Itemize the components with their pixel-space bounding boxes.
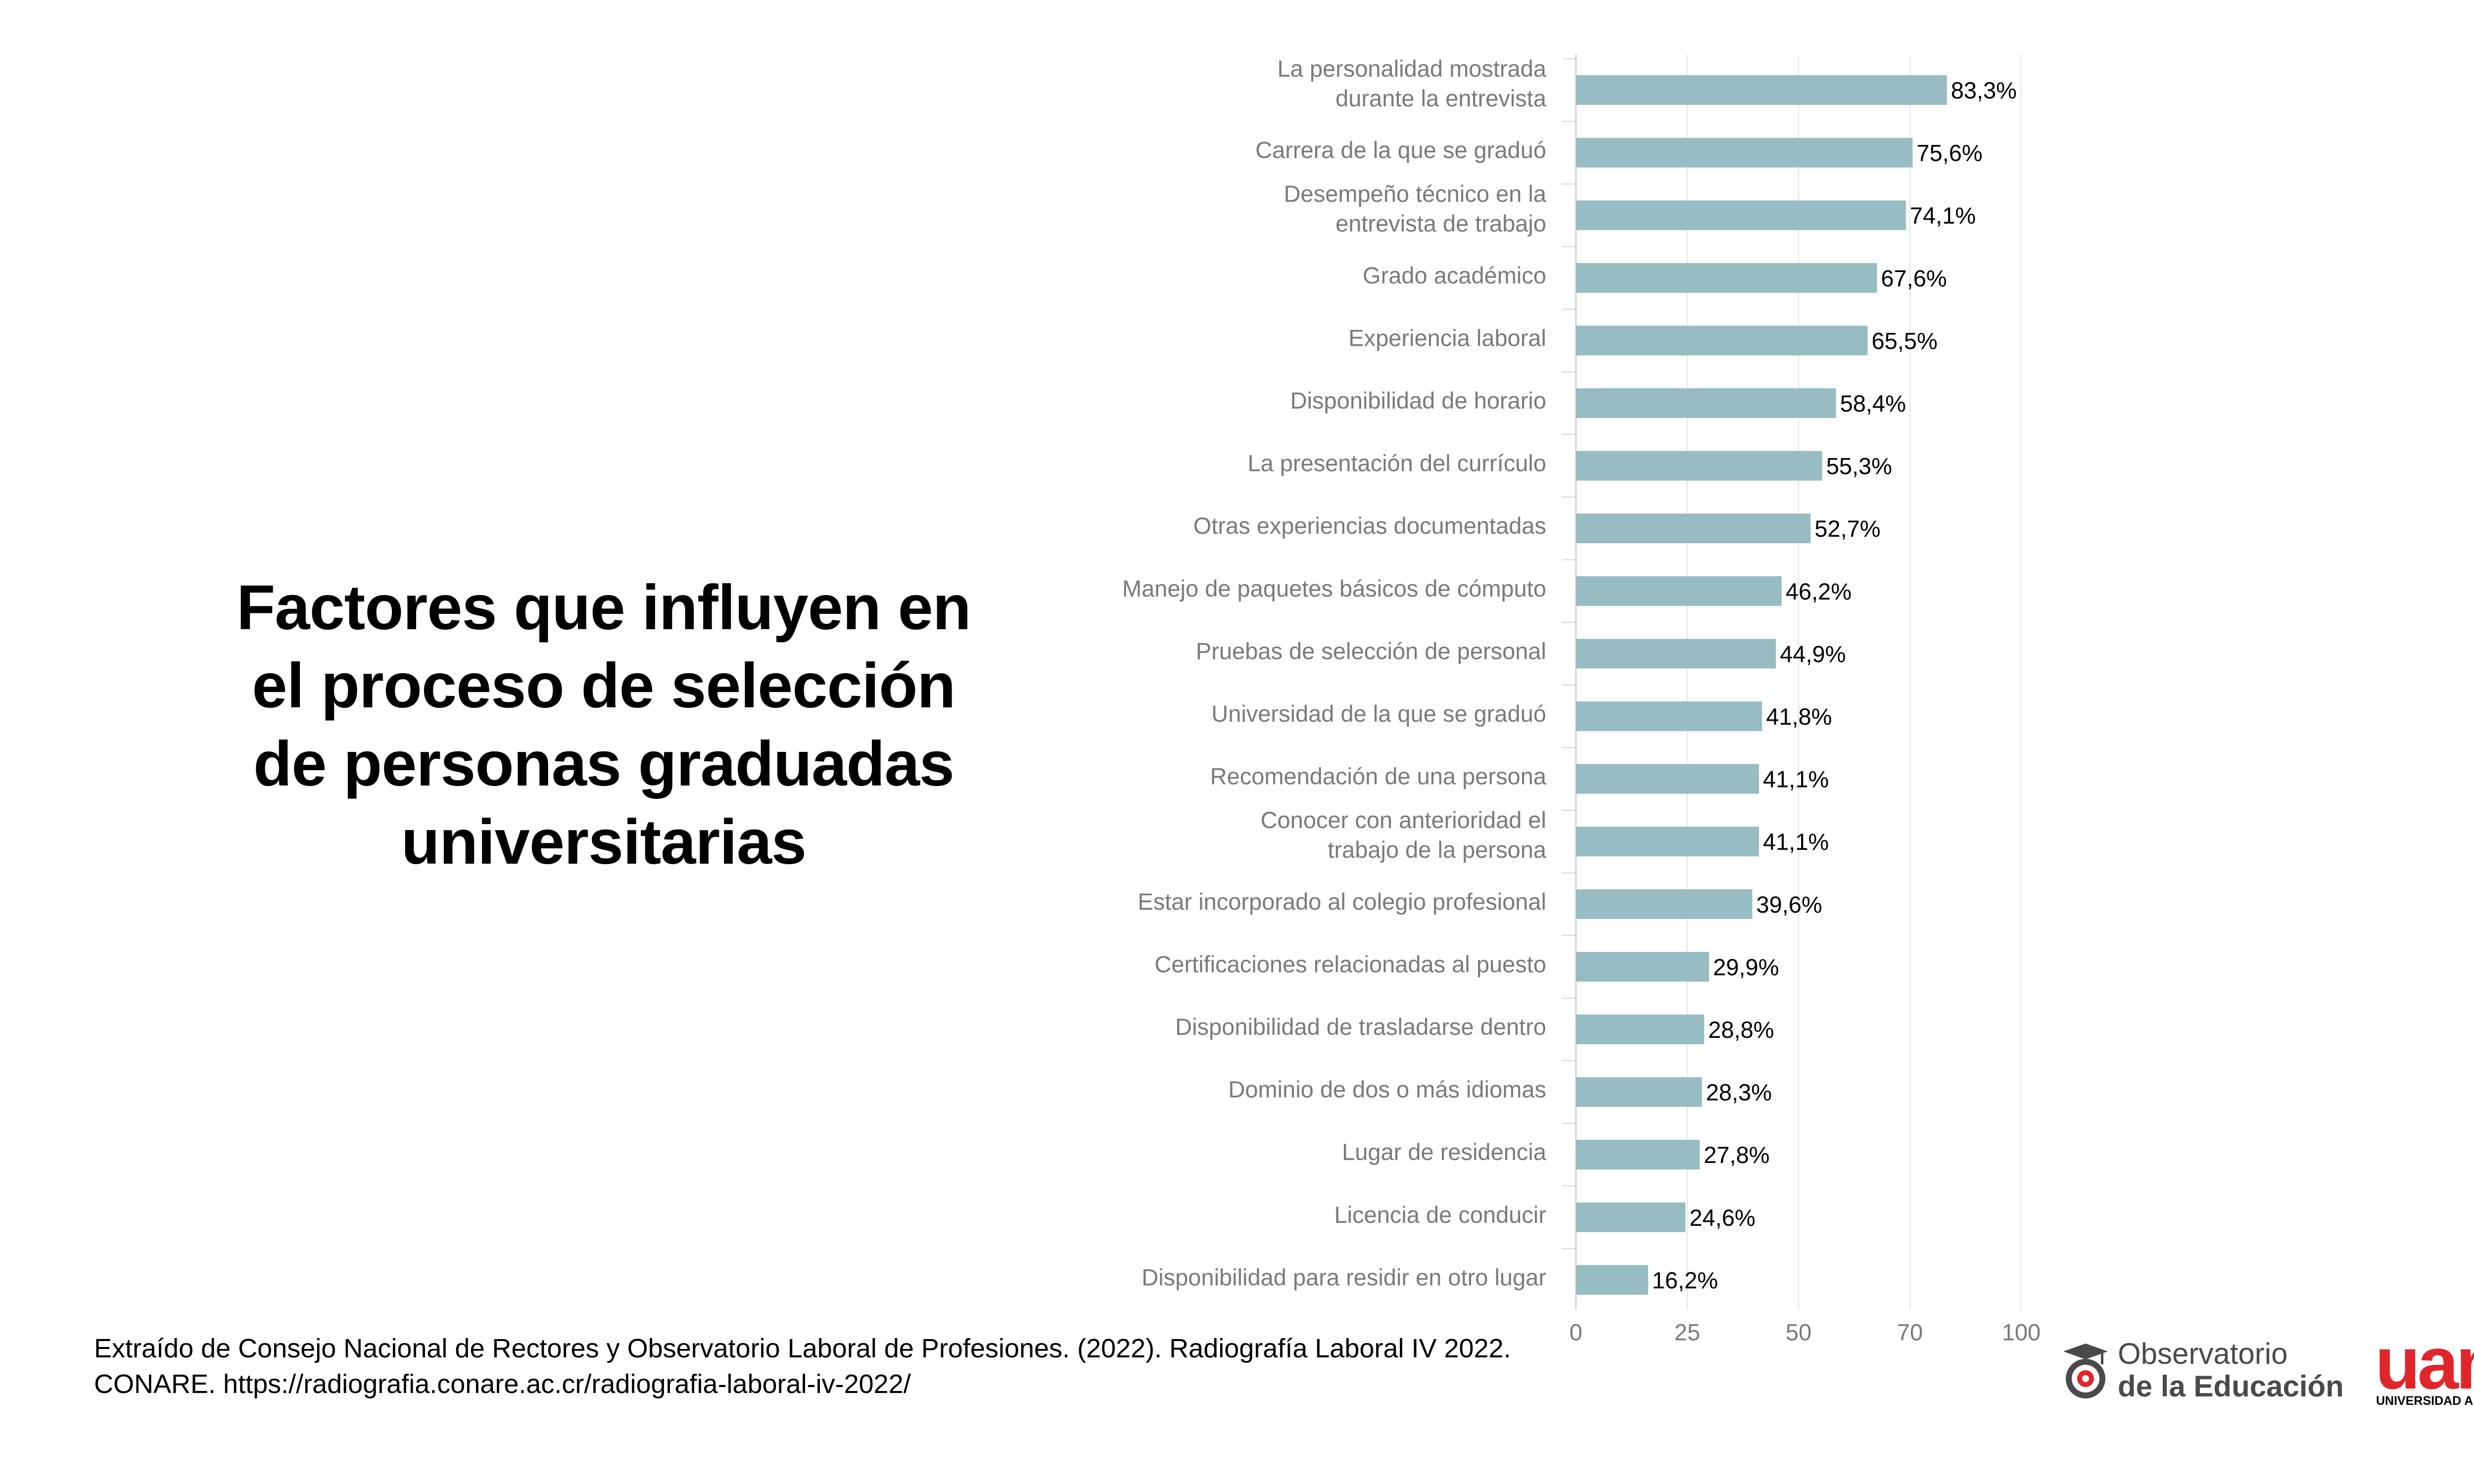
bar (1576, 701, 1762, 731)
x-tick-label: 100 (2002, 1319, 2041, 1345)
bar (1576, 75, 1947, 105)
category-label: Experiencia laboral (1348, 325, 1546, 351)
bar (1576, 576, 1782, 606)
bar (1576, 451, 1822, 481)
category-label: Pruebas de selección de personal (1196, 638, 1546, 664)
uam-university-name: UNIVERSIDAD AMERICANA (2376, 1394, 2474, 1408)
x-tick-label: 50 (1786, 1319, 1811, 1345)
bar-chart: La personalidad mostrada durante la entre… (1122, 54, 2041, 1345)
data-label: 41,1% (1763, 829, 1829, 855)
data-label: 67,6% (1881, 265, 1947, 291)
category-label: Universidad de la que se graduó (1211, 700, 1546, 727)
data-label: 46,2% (1786, 578, 1852, 604)
category-label: trabajo de la persona (1328, 836, 1546, 863)
data-label: 52,7% (1814, 515, 1880, 542)
bar (1576, 1202, 1686, 1232)
category-label: Dominio de dos o más idiomas (1228, 1076, 1546, 1103)
educacion-text: de la Educación (2118, 1370, 2344, 1403)
x-axis: 0 25 50 70 100 (1570, 1319, 2041, 1345)
data-label: 28,3% (1706, 1079, 1772, 1106)
data-label: 41,8% (1766, 703, 1832, 730)
category-label: Disponibilidad de trasladarse dentro (1175, 1014, 1546, 1040)
observatorio-text: Observatorio (2118, 1337, 2288, 1370)
bar (1576, 1140, 1700, 1170)
bar (1576, 952, 1710, 982)
data-label: 83,3% (1951, 77, 2017, 103)
bar (1576, 1265, 1648, 1295)
data-label: 41,1% (1763, 766, 1829, 792)
category-label: La personalidad mostrada (1278, 55, 1547, 82)
data-label: 75,6% (1916, 140, 1982, 166)
observatorio-logo: Observatorio de la Educación (2058, 1336, 2344, 1410)
bar (1576, 1015, 1705, 1044)
category-label: durante la entrevista (1335, 85, 1547, 111)
data-label: 27,8% (1704, 1142, 1769, 1168)
category-label: Disponibilidad de horario (1290, 387, 1546, 414)
bar (1576, 138, 1913, 168)
category-label: Conocer con anterioridad el (1261, 807, 1546, 833)
category-label: Manejo de paquetes básicos de cómputo (1122, 575, 1546, 602)
data-label: 55,3% (1826, 453, 1892, 479)
data-label: 58,4% (1840, 390, 1906, 417)
data-label: 39,6% (1756, 891, 1822, 918)
category-label: La presentación del currículo (1247, 450, 1546, 476)
category-label: Licencia de conducir (1334, 1202, 1547, 1228)
category-label: Carrera de la que se graduó (1255, 137, 1546, 163)
bar (1576, 639, 1776, 669)
category-label: Certificaciones relacionadas al puesto (1154, 951, 1546, 977)
category-label: Recomendación de una persona (1210, 763, 1547, 789)
bar (1576, 513, 1811, 544)
bar (1576, 827, 1759, 857)
source-citation: Extraído de Consejo Nacional de Rectores… (94, 1331, 1578, 1402)
category-label: Grado académico (1363, 262, 1546, 288)
bar (1576, 1077, 1702, 1107)
data-label: 29,9% (1713, 954, 1779, 980)
category-labels: La personalidad mostrada durante la entre… (1122, 55, 1547, 1290)
x-tick-label: 70 (1897, 1319, 1923, 1345)
category-label: entrevista de trabajo (1335, 210, 1546, 236)
bar (1576, 764, 1759, 794)
data-label: 24,6% (1689, 1205, 1755, 1231)
bar (1576, 889, 1753, 919)
bar (1576, 200, 1906, 231)
uam-mark: uam (2375, 1321, 2474, 1404)
bar (1576, 263, 1877, 293)
category-label: Estar incorporado al colegio profesional (1138, 888, 1546, 915)
value-labels: 83,3% 75,6% 74,1% 67,6% 65,5% 58,4% 55,3% 52,7%… (1652, 77, 2017, 1293)
category-label: Desempeño técnico en la (1284, 181, 1547, 207)
eye-camera-icon (2063, 1344, 2108, 1398)
page-title: Factores que influyen en el proceso de s… (237, 572, 971, 878)
data-label: 65,5% (1872, 327, 1938, 354)
x-tick-label: 25 (1674, 1319, 1700, 1345)
category-label: Otras experiencias documentadas (1193, 512, 1546, 539)
data-label: 44,9% (1780, 641, 1846, 667)
bar (1576, 325, 1868, 356)
category-label: Disponibilidad para residir en otro luga… (1142, 1264, 1546, 1290)
category-label: Lugar de residencia (1342, 1139, 1547, 1165)
data-label: 16,2% (1652, 1267, 1718, 1293)
source-line-2: CONARE. https://radiografia.conare.ac.cr… (94, 1369, 911, 1399)
uam-logo: uam UNIVERSIDAD AMERICANA (2375, 1326, 2474, 1415)
data-label: 28,8% (1708, 1017, 1774, 1043)
x-tick-label: 0 (1570, 1319, 1582, 1345)
grid-lines (1562, 54, 2022, 1310)
bars (1576, 75, 1947, 1295)
data-label: 74,1% (1910, 202, 1976, 229)
source-line-1: Extraído de Consejo Nacional de Rectores… (94, 1334, 1511, 1363)
bar (1576, 388, 1836, 418)
